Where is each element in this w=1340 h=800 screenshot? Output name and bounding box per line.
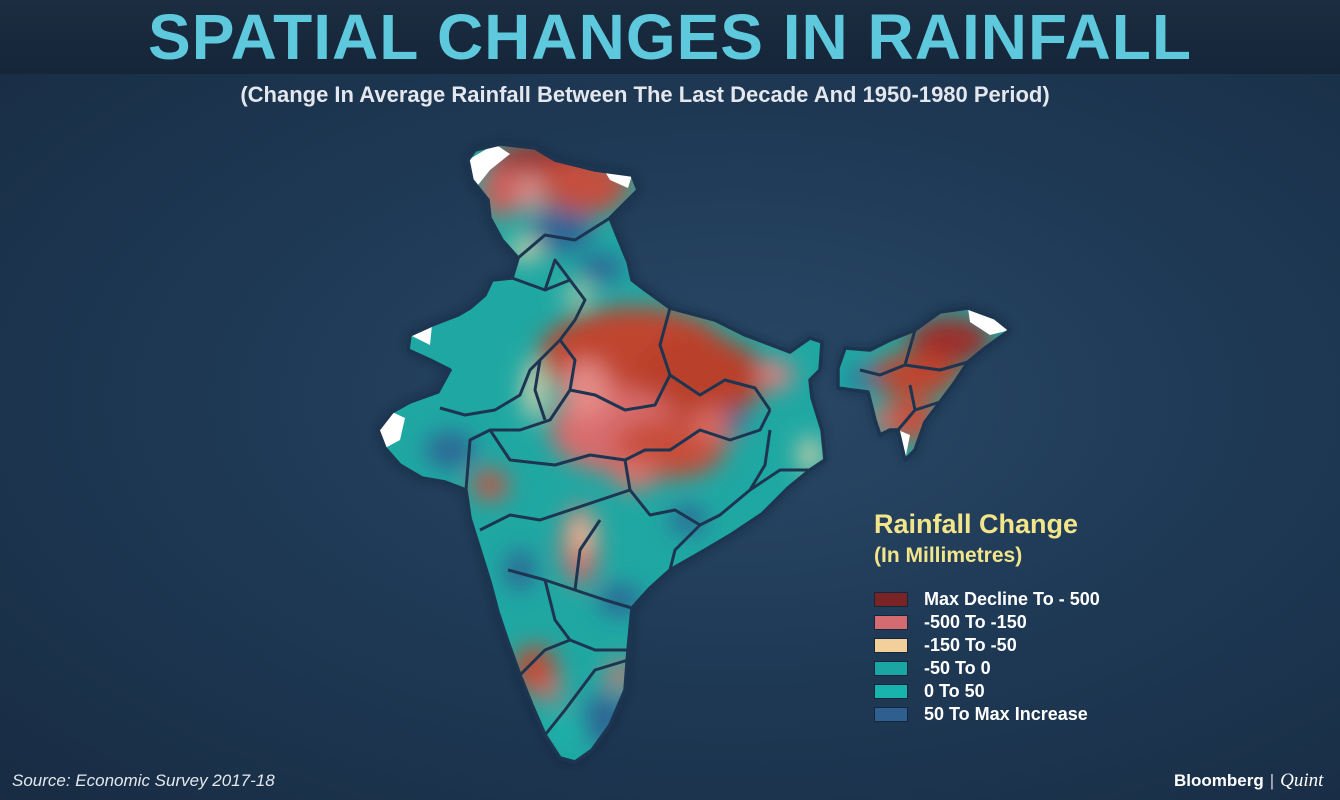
legend-swatch: [874, 638, 908, 653]
india-rainfall-map: [376, 142, 1012, 764]
legend-swatch: [874, 684, 908, 699]
brand-separator: |: [1269, 771, 1275, 790]
legend-title: Rainfall Change: [874, 509, 1079, 539]
legend-label: 0 To 50: [924, 681, 985, 701]
legend-swatch: [874, 592, 908, 607]
legend-label: -150 To -50: [924, 635, 1017, 655]
source-note: Source: Economic Survey 2017-18: [12, 771, 275, 790]
page-title: SPATIAL CHANGES IN RAINFALL: [148, 1, 1192, 73]
legend-item: -50 To 0: [874, 657, 1214, 680]
legend-swatch: [874, 707, 908, 722]
state-boundaries: [439, 216, 969, 736]
legend-label: Max Decline To - 500: [924, 589, 1100, 609]
legend-item: -150 To -50: [874, 634, 1214, 657]
legend-label: -500 To -150: [924, 612, 1027, 632]
legend-label: 50 To Max Increase: [924, 704, 1088, 724]
page-subtitle: (Change In Average Rainfall Between The …: [240, 82, 1050, 107]
brand-primary: Bloomberg: [1174, 771, 1264, 790]
legend-swatch: [874, 615, 908, 630]
title-bar: SPATIAL CHANGES IN RAINFALL: [0, 0, 1340, 74]
legend-label: -50 To 0: [924, 658, 991, 678]
legend: Rainfall Change (In Millimetres) Max Dec…: [874, 508, 1214, 726]
legend-item: Max Decline To - 500: [874, 588, 1214, 611]
legend-items: Max Decline To - 500 -500 To -150 -150 T…: [874, 588, 1214, 726]
legend-item: 0 To 50: [874, 680, 1214, 703]
legend-item: -500 To -150: [874, 611, 1214, 634]
legend-item: 50 To Max Increase: [874, 703, 1214, 726]
legend-swatch: [874, 661, 908, 676]
brand-logo: Bloomberg | Quint: [1174, 770, 1323, 792]
legend-subtitle: (In Millimetres): [874, 544, 1023, 567]
brand-secondary: Quint: [1280, 770, 1324, 791]
